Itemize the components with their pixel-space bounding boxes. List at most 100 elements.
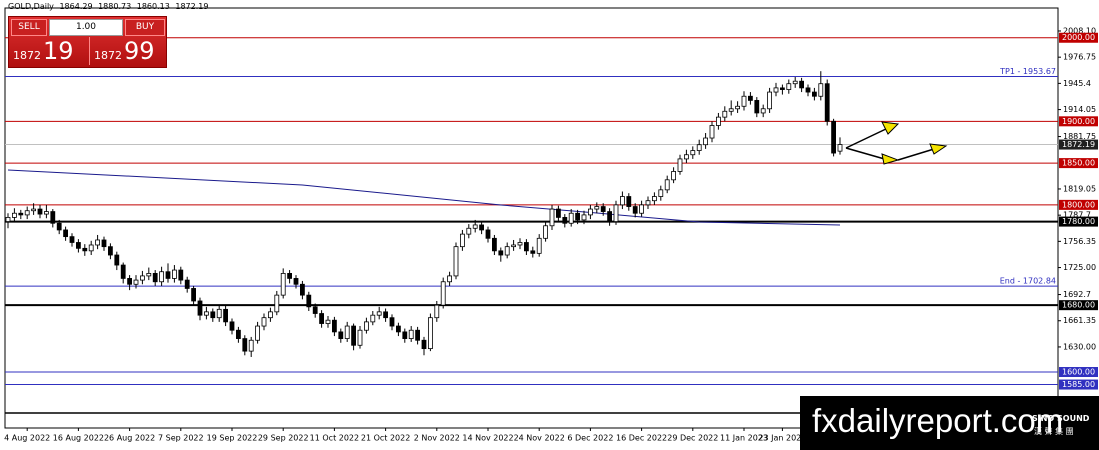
level-note: End - 1702.84 xyxy=(1000,277,1056,286)
level-label: 1800.00 xyxy=(1062,200,1095,209)
level-label-box xyxy=(1059,379,1098,390)
candle-body xyxy=(504,246,510,256)
candle-body xyxy=(165,271,171,279)
candle-body xyxy=(767,91,772,110)
candle-body xyxy=(331,319,337,333)
candle-body xyxy=(607,211,612,222)
candle-body xyxy=(671,171,676,181)
level-label: 2000.00 xyxy=(1062,33,1095,42)
candle-body xyxy=(600,206,606,212)
candle-body xyxy=(184,279,190,289)
candle-body xyxy=(88,244,94,252)
candle-body xyxy=(223,308,229,323)
candle-body xyxy=(306,294,312,308)
annotation-arrows xyxy=(845,121,948,165)
candle-body xyxy=(376,311,382,316)
y-tick-label: 1787.7 xyxy=(1063,211,1091,220)
y-tick-label: 1692.7 xyxy=(1063,290,1091,299)
candle-body xyxy=(139,275,145,281)
candle-body xyxy=(831,120,836,154)
x-tick-label: 4 Aug 2022 xyxy=(4,434,50,443)
candle-body xyxy=(44,211,49,215)
candle-body xyxy=(613,204,619,222)
chart-header: GOLD,Daily 1864.29 1880.73 1860.13 1872.… xyxy=(8,2,211,11)
candle-body xyxy=(299,283,305,296)
candle-body xyxy=(447,275,453,283)
candle-body xyxy=(632,206,638,214)
candle-body xyxy=(389,317,395,327)
candle-body xyxy=(229,321,235,331)
candle-body xyxy=(191,288,197,302)
level-label: 1900.00 xyxy=(1062,117,1095,126)
candle-body xyxy=(56,222,62,231)
candle-body xyxy=(760,108,766,114)
symbol: GOLD,Daily xyxy=(8,2,54,11)
candle-body xyxy=(261,317,267,327)
buy-button[interactable]: BUY xyxy=(125,19,165,36)
candle-body xyxy=(562,217,568,224)
candle-body xyxy=(351,325,357,346)
candle-body xyxy=(594,206,600,210)
y-tick-label: 1661.35 xyxy=(1063,316,1096,325)
candle-body xyxy=(434,304,440,319)
level-label: 1600.00 xyxy=(1062,368,1095,377)
x-tick-label: 21 Oct 2022 xyxy=(361,434,410,443)
candle-body xyxy=(216,308,222,319)
candle-body xyxy=(786,83,792,90)
candle-body xyxy=(152,273,158,283)
candle-body xyxy=(210,311,216,319)
y-tick-label: 1976.75 xyxy=(1063,53,1096,62)
candle-body xyxy=(780,87,785,90)
candle-body xyxy=(543,225,548,239)
candle-body xyxy=(684,154,689,160)
candle-body xyxy=(453,246,459,277)
candle-body xyxy=(95,239,100,246)
candle-body xyxy=(383,311,389,319)
candle-body xyxy=(517,242,523,246)
candle-body xyxy=(722,110,728,118)
level-label: 1780.00 xyxy=(1062,217,1095,226)
candle-body xyxy=(319,313,325,324)
y-tick-label: 1914.05 xyxy=(1063,105,1096,114)
candle-body xyxy=(24,210,30,216)
x-tick-label: 11 Oct 2022 xyxy=(310,434,359,443)
x-tick-label: 23 Jan 2023 xyxy=(758,434,806,443)
candle-body xyxy=(479,224,485,231)
candle-body xyxy=(690,150,696,156)
candle-body xyxy=(248,339,254,352)
candle-body xyxy=(76,242,81,249)
candle-body xyxy=(748,95,753,101)
ohlc: 1872.19 xyxy=(175,2,209,11)
candle-body xyxy=(491,237,497,252)
candle-body xyxy=(178,269,184,281)
sell-price[interactable]: 1872 19 xyxy=(9,37,85,65)
buy-price[interactable]: 1872 99 xyxy=(89,37,166,65)
candle-body xyxy=(120,264,126,279)
candle-body xyxy=(677,158,683,172)
candle-body xyxy=(325,319,331,324)
candle-body xyxy=(242,338,248,352)
candle-body xyxy=(415,329,421,341)
candle-body xyxy=(402,331,408,339)
level-label-box xyxy=(1059,32,1098,43)
candle-body xyxy=(664,179,670,191)
candle-body xyxy=(524,242,529,252)
candle-body xyxy=(485,229,491,239)
x-tick-label: 11 Jan 2023 xyxy=(720,434,768,443)
candle-body xyxy=(459,233,465,248)
candle-body xyxy=(146,273,152,277)
candle-body xyxy=(568,212,574,224)
moving-average xyxy=(7,169,841,226)
candle-body xyxy=(549,208,555,227)
candle-body xyxy=(37,208,43,215)
candle-body xyxy=(799,80,804,89)
candle-body xyxy=(133,279,139,285)
price-big: 1872 xyxy=(94,49,122,62)
lot-input[interactable]: 1.00 xyxy=(49,19,123,36)
candle-body xyxy=(652,196,657,202)
candle-body xyxy=(5,217,11,222)
sell-button[interactable]: SELL xyxy=(11,19,47,36)
candle-body xyxy=(235,329,241,339)
x-tick-label: 6 Dec 2022 xyxy=(567,434,613,443)
